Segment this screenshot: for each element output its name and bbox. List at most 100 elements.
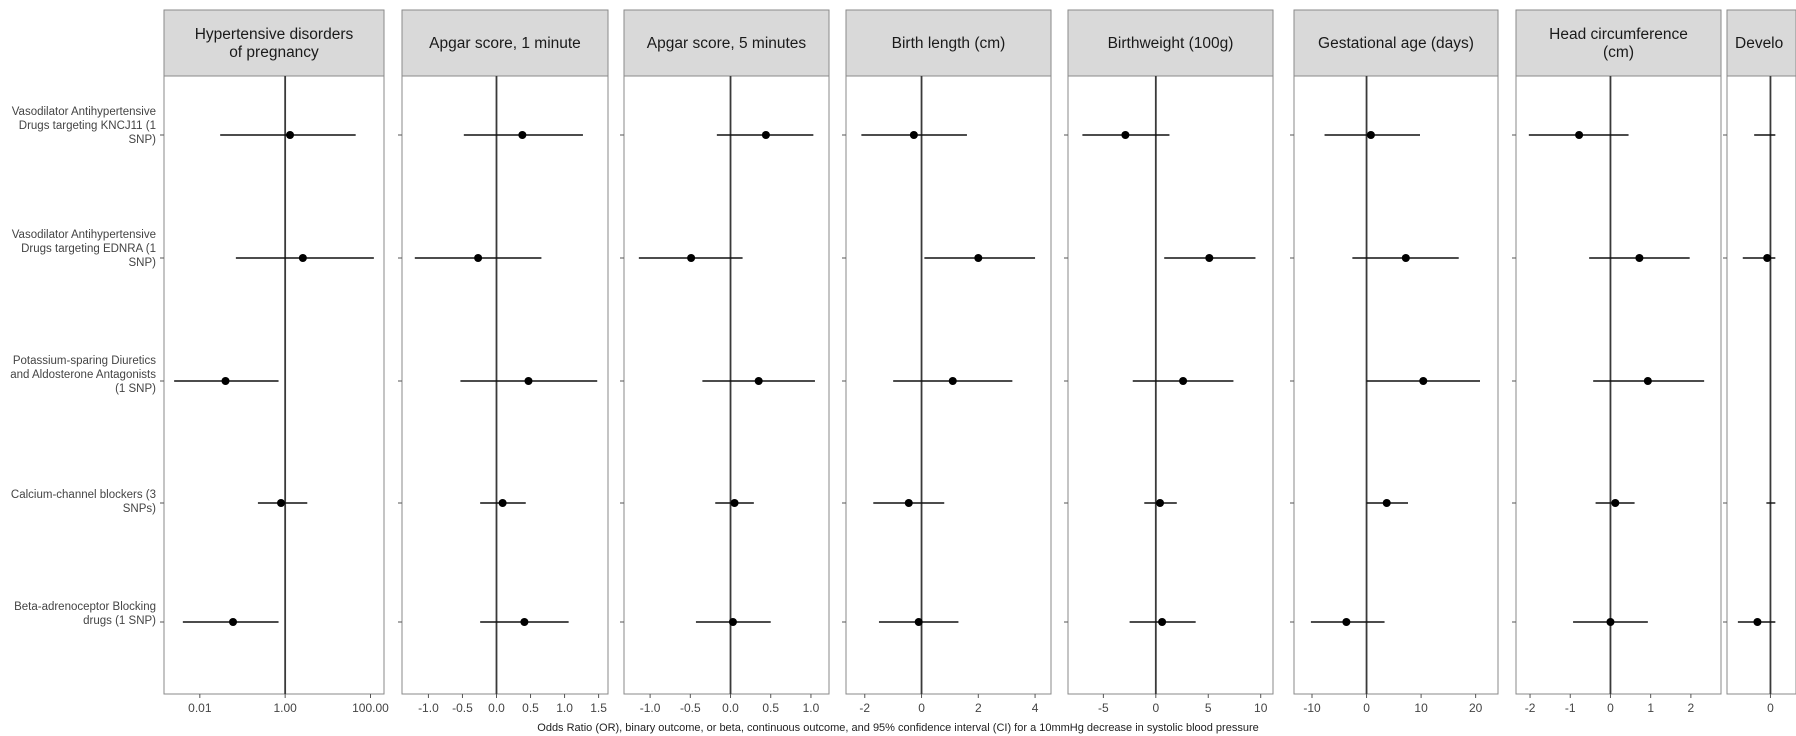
x-tick-label: 2 <box>975 701 982 715</box>
point-estimate <box>687 254 696 262</box>
x-tick-label: -2 <box>859 701 870 715</box>
point-estimate <box>221 377 230 385</box>
point-estimate <box>520 618 529 626</box>
point-estimate <box>277 499 286 507</box>
panel-4: Birth length (cm) -2 0 2 4 <box>842 9 1052 715</box>
panel-strip <box>163 9 385 77</box>
point-estimate <box>1611 499 1620 507</box>
point-estimate <box>914 618 923 626</box>
point-estimate <box>1205 254 1214 262</box>
x-tick-label: 5 <box>1205 701 1212 715</box>
point-estimate <box>1763 254 1772 262</box>
point-estimate <box>518 131 527 139</box>
panel-title: (cm) <box>1603 44 1634 61</box>
x-tick-label: 100.00 <box>352 701 389 715</box>
x-tick-label: 0.0 <box>722 701 739 715</box>
x-tick-label: 1.00 <box>273 701 297 715</box>
point-estimate <box>474 254 483 262</box>
x-tick-label: 2 <box>1688 701 1695 715</box>
point-estimate <box>974 254 983 262</box>
panel-frame <box>163 75 385 695</box>
point-estimate <box>1643 377 1652 385</box>
point-estimate <box>1575 131 1584 139</box>
panel-6: Gestational age (days) -10 0 10 20 <box>1290 9 1499 715</box>
x-tick-label: 20 <box>1469 701 1483 715</box>
x-tick-label: 10 <box>1414 701 1428 715</box>
panel-title: Hypertensive disorders <box>195 26 354 43</box>
x-tick-label: 0 <box>1152 701 1159 715</box>
x-tick-label: -1.0 <box>418 701 439 715</box>
x-tick-label: -0.5 <box>452 701 473 715</box>
panel-strip <box>1067 9 1274 77</box>
point-estimate <box>1401 254 1410 262</box>
x-tick-label: 1.0 <box>556 701 573 715</box>
x-tick-label: 0 <box>1363 701 1370 715</box>
point-estimate <box>909 131 918 139</box>
point-estimate <box>1158 618 1167 626</box>
panel-8: Develo 0 <box>1723 9 1796 715</box>
point-estimate <box>229 618 238 626</box>
point-estimate <box>904 499 913 507</box>
panel-strip <box>845 9 1052 77</box>
panel-title: of pregnancy <box>229 44 319 61</box>
x-tick-label: 1.5 <box>590 701 607 715</box>
panel-title: Apgar score, 1 minute <box>429 35 581 52</box>
row-label: Vasodilator Antihypertensive Drugs targe… <box>11 228 156 269</box>
point-estimate <box>1121 131 1130 139</box>
panel-title: Gestational age (days) <box>1318 35 1474 52</box>
point-estimate <box>498 499 507 507</box>
point-estimate <box>524 377 533 385</box>
panel-2: Apgar score, 1 minute -1.0 -0.5 0.0 0.5 1.0 1.… <box>398 9 609 715</box>
x-tick-label: 1.0 <box>803 701 820 715</box>
x-tick-label: 0.0 <box>488 701 505 715</box>
x-tick-label: -1.0 <box>640 701 661 715</box>
x-tick-label: 1 <box>1647 701 1654 715</box>
x-tick-label: -5 <box>1098 701 1109 715</box>
x-tick-label: -1 <box>1565 701 1576 715</box>
row-label: Calcium-channel blockers (3 SNPs) <box>10 489 156 516</box>
x-tick-label: 0.01 <box>188 701 212 715</box>
row-label: Beta-adrenoceptor Blocking drugs (1 SNP) <box>14 600 156 627</box>
x-tick-label: 4 <box>1032 701 1039 715</box>
point-estimate <box>948 377 957 385</box>
panel-title: Birthweight (100g) <box>1108 35 1234 52</box>
point-estimate <box>1635 254 1644 262</box>
point-estimate <box>298 254 307 262</box>
x-axis-label: Odds Ratio (OR), binary outcome, or beta… <box>537 722 1259 734</box>
panel-frame <box>845 75 1052 695</box>
point-estimate <box>1382 499 1391 507</box>
row-label: Vasodilator Antihypertensive Drugs targe… <box>11 105 156 146</box>
panel-strip <box>623 9 830 77</box>
panel-strip <box>401 9 609 77</box>
panel-title: Apgar score, 5 minutes <box>647 35 807 52</box>
point-estimate <box>1342 618 1351 626</box>
x-tick-label: -2 <box>1525 701 1536 715</box>
x-tick-label: 10 <box>1254 701 1268 715</box>
point-estimate <box>1753 618 1762 626</box>
panel-7: Head circumference(cm) -2 -1 0 1 2 <box>1512 9 1722 715</box>
point-estimate <box>754 377 763 385</box>
panel-frame <box>623 75 830 695</box>
panel-strip <box>1293 9 1499 77</box>
point-estimate <box>1156 499 1165 507</box>
panel-title: Develo <box>1735 35 1783 52</box>
point-estimate <box>761 131 770 139</box>
panel-strip <box>1515 9 1722 77</box>
point-estimate <box>1606 618 1615 626</box>
panel-frame <box>1515 75 1722 695</box>
point-estimate <box>730 499 739 507</box>
point-estimate <box>286 131 295 139</box>
panel-title: Head circumference <box>1549 26 1688 43</box>
panel-frame <box>1726 75 1796 695</box>
panel-frame <box>401 75 609 695</box>
x-tick-label: -10 <box>1303 701 1321 715</box>
row-label: Potassium-sparing Diuretics and Aldoster… <box>10 355 156 396</box>
panel-frame <box>1067 75 1274 695</box>
panel-frame <box>1293 75 1499 695</box>
panel-5: Birthweight (100g) -5 0 5 10 <box>1064 9 1274 715</box>
x-tick-label: 0.5 <box>762 701 779 715</box>
panel-strip <box>1726 9 1796 77</box>
x-tick-label: 0 <box>1607 701 1614 715</box>
